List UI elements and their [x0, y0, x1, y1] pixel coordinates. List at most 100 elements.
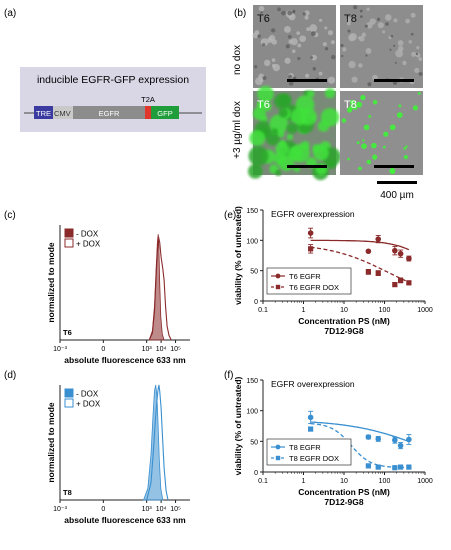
cell [377, 22, 384, 29]
y-axis-label: viability (% of untreated) [233, 376, 243, 475]
construct-title: inducible EGFR-GFP expression [37, 74, 189, 86]
cell [346, 17, 352, 23]
cell [367, 82, 372, 87]
data-point [406, 464, 412, 470]
cell [353, 5, 358, 10]
microscopy-panel: no dox +3 µg/ml dox T6 T8 T6 T8 400 µm [232, 5, 423, 201]
mic-label-t8-bottom: T8 [344, 99, 357, 111]
cell [297, 56, 301, 61]
cell [340, 43, 344, 48]
cell [416, 46, 420, 50]
fluorescent-cell [271, 128, 279, 136]
x-tick-label: 10⁵ [170, 506, 181, 513]
cell [394, 61, 397, 64]
data-point [392, 465, 398, 471]
x-tick-label: 1 [302, 478, 306, 485]
cell [410, 32, 414, 36]
fluorescent-cell [275, 142, 290, 157]
cell [271, 58, 276, 62]
cell [259, 78, 264, 83]
y-tick-label: 150 [246, 208, 258, 215]
cell [411, 51, 417, 57]
cell [347, 29, 351, 33]
cell [261, 43, 266, 47]
cell [306, 27, 311, 32]
cell [349, 33, 357, 41]
data-point [406, 436, 412, 443]
viability-plot-t6: 0 50 100 150 0.1 1 10 100 1000 EGFR overexpressio… [233, 206, 433, 336]
x-tick-label: 10⁻³ [53, 346, 67, 353]
fit-curve [310, 421, 410, 443]
legend-swatch [64, 398, 74, 408]
fluorescent-cell [371, 142, 377, 149]
legend-box [266, 267, 352, 295]
fluorescent-cell [249, 130, 266, 147]
cell [389, 48, 392, 51]
fluorescent-cell [363, 124, 370, 131]
cell [361, 32, 367, 38]
construct-box [20, 67, 206, 132]
chart-title: EGFR overexpression [271, 209, 355, 219]
micrograph-t8-no-dox [340, 5, 423, 88]
fluorescent-cell [261, 101, 272, 112]
construct-diagram: inducible EGFR-GFP expression TRE CMV EG… [20, 67, 206, 132]
x-axis-sublabel: 7D12-9G8 [324, 497, 363, 507]
scale-bar [287, 165, 327, 168]
cell [287, 34, 292, 39]
segment-gfp-label: GFP [157, 109, 172, 118]
fluorescent-cell [277, 130, 285, 138]
cell [365, 48, 372, 54]
fit-curve [310, 246, 410, 283]
fluorescent-cell [405, 145, 408, 148]
fluorescent-cell [353, 105, 358, 111]
data-point [375, 236, 382, 242]
fluorescent-cell [265, 130, 281, 146]
mic-label-t6-bottom: T6 [257, 99, 270, 111]
cell [397, 45, 404, 52]
cell [358, 36, 362, 40]
legend-marker [275, 273, 281, 279]
segment-t2a [145, 106, 151, 119]
cell [393, 18, 398, 23]
fluorescent-cell [278, 154, 295, 172]
x-axis-label: Concentration PS (nM) [298, 487, 390, 497]
x-axis-sublabel: 7D12-9G8 [324, 326, 363, 336]
data-point [392, 247, 398, 254]
fluorescent-cell [256, 102, 265, 110]
cell [348, 60, 356, 69]
cell [302, 12, 306, 16]
fluorescent-cell [356, 141, 360, 145]
cell [310, 56, 314, 59]
legend-swatch [64, 238, 74, 248]
histogram-dox [142, 384, 164, 501]
cell [281, 10, 286, 16]
fluorescent-cell [341, 118, 347, 123]
fluorescent-cell [372, 154, 378, 160]
fluorescent-cell [320, 108, 340, 127]
cell [410, 12, 416, 18]
fluorescent-cell [372, 99, 378, 105]
y-axis-label: normalized to mode [46, 402, 56, 483]
segment-egfr [73, 106, 145, 119]
x-tick-label: 10⁵ [170, 346, 181, 353]
data-point [365, 463, 371, 469]
data-point [392, 282, 398, 288]
fluorescent-cell [382, 145, 386, 149]
cell [330, 40, 335, 45]
histogram-dox [148, 236, 172, 341]
fluorescent-cell [347, 157, 350, 161]
cell [324, 26, 328, 30]
segment-gfp [151, 106, 179, 119]
legend-label: + DOX [76, 400, 101, 409]
legend-label: T6 EGFR [289, 272, 321, 281]
cell [408, 40, 412, 44]
fluorescent-cell [274, 93, 290, 110]
fluorescent-cell [360, 95, 366, 101]
x-tick-label: 10⁴ [156, 346, 167, 353]
cell [277, 7, 281, 12]
cell [393, 44, 396, 47]
x-tick-label: 10⁻³ [53, 506, 67, 513]
fit-curve [310, 239, 410, 251]
histogram-t8: 10⁻³ 0 10³ 10⁴ 10⁵ absolute fluorescence 633 … [46, 384, 190, 525]
